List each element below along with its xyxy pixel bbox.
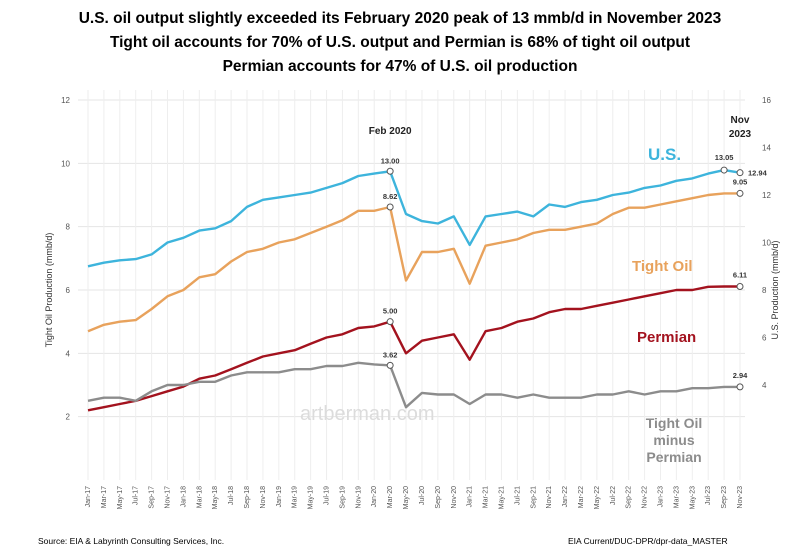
x-tick-label: May-23 xyxy=(689,486,696,509)
annotation-label: Feb 2020 xyxy=(369,126,412,137)
y2-tick-label: 16 xyxy=(762,96,771,105)
x-tick-label: Jul-17 xyxy=(133,486,140,505)
axes: 2 4 6 8 10 12 Jan-17 Mar-17 May-17 Jul-17 Sep-17 No… xyxy=(44,96,780,509)
x-tick-label: Mar-19 xyxy=(292,486,299,508)
data-label: 6.11 xyxy=(733,271,747,280)
y-tick-label: 12 xyxy=(61,96,70,105)
series-name-label: minus xyxy=(653,432,694,448)
x-tick-label: Mar-23 xyxy=(673,486,680,508)
watermark: artberman.com xyxy=(300,403,435,425)
y2-axis-label: U.S. Production (mmb/d) xyxy=(770,240,780,339)
x-tick-label: Jul-20 xyxy=(419,486,426,505)
data-label: 12.94 xyxy=(748,169,768,178)
annotation-label: Nov xyxy=(731,115,750,126)
x-tick-label: Nov-20 xyxy=(451,486,458,509)
series-line-2 xyxy=(87,285,740,412)
y2-tick-label: 10 xyxy=(762,239,771,248)
x-tick-label: May-20 xyxy=(403,486,410,509)
x-tick-label: Mar-21 xyxy=(483,486,490,508)
x-tick-label: Nov-23 xyxy=(737,486,744,509)
series-name-label: Tight Oil xyxy=(646,415,703,431)
data-point-marker xyxy=(386,361,394,369)
source-left: Source: EIA & Labyrinth Consulting Servi… xyxy=(38,536,225,546)
data-label: 13.00 xyxy=(381,156,400,165)
series-name-label: U.S. xyxy=(648,145,681,164)
chart-title-line-2: Tight oil accounts for 70% of U.S. outpu… xyxy=(109,34,691,51)
data-label: 13.05 xyxy=(715,153,734,162)
x-tick-label: Jul-19 xyxy=(324,486,331,505)
series-name-label: Tight Oil xyxy=(632,258,693,275)
data-point-marker xyxy=(386,203,394,211)
x-tick-label: Sep-17 xyxy=(149,486,156,509)
y-tick-label: 8 xyxy=(66,223,71,232)
data-point-marker xyxy=(736,189,744,197)
y2-tick-label: 6 xyxy=(762,334,767,343)
x-tick-label: Jul-21 xyxy=(514,486,521,505)
x-tick-label: Jan-18 xyxy=(180,486,187,508)
x-tick-label: Jan-21 xyxy=(467,486,474,508)
series-line-1 xyxy=(87,192,740,333)
series-line-3 xyxy=(87,361,740,409)
x-tick-label: Sep-20 xyxy=(435,486,442,509)
x-tick-label: Nov-17 xyxy=(165,486,172,509)
data-point-marker xyxy=(720,166,728,174)
y2-tick-label: 14 xyxy=(762,144,771,153)
data-label: 5.00 xyxy=(383,307,398,316)
x-tick-label: Nov-19 xyxy=(355,486,362,509)
labels: 13.00 13.05 12.94 8.62 9.05 5.00 6.11 3.62 2.94 F… xyxy=(369,115,768,465)
data-label: 3.62 xyxy=(383,350,398,359)
series-lines xyxy=(87,168,741,412)
x-tick-label: Sep-22 xyxy=(626,486,633,509)
series-line-0 xyxy=(87,168,741,268)
y-axis-label: Tight Oil Production (mmb/d) xyxy=(44,233,54,348)
x-tick-label: Mar-20 xyxy=(387,486,394,508)
x-tick-label: May-18 xyxy=(212,486,219,509)
data-point-marker xyxy=(736,383,744,391)
x-tick-label: Sep-18 xyxy=(244,486,251,509)
x-tick-label: Mar-18 xyxy=(196,486,203,508)
data-point-marker xyxy=(386,318,394,326)
chart-title-line-1: U.S. oil output slightly exceeded its Fe… xyxy=(78,10,722,27)
x-tick-label: Jul-23 xyxy=(705,486,712,505)
x-tick-label: Jan-23 xyxy=(657,486,664,508)
x-tick-label: Sep-19 xyxy=(339,486,346,509)
x-tick-label: Jul-22 xyxy=(610,486,617,505)
x-tick-label: Nov-18 xyxy=(260,486,267,509)
y2-tick-label: 8 xyxy=(762,286,767,295)
x-tick-label: May-21 xyxy=(498,486,505,509)
x-tick-label: Jan-22 xyxy=(562,486,569,508)
y-tick-label: 10 xyxy=(61,159,70,168)
x-tick-label: Mar-17 xyxy=(101,486,108,508)
y-tick-label: 6 xyxy=(66,286,71,295)
annotation-label: 2023 xyxy=(729,129,752,140)
x-tick-label: Jan-20 xyxy=(371,486,378,508)
x-tick-label: May-19 xyxy=(308,486,315,509)
y2-tick-label: 4 xyxy=(762,381,767,390)
x-tick-label: Jul-18 xyxy=(228,486,235,505)
x-tick-label: Mar-22 xyxy=(578,486,585,508)
source-right: EIA Current/DUC-DPR/dpr-data_MASTER xyxy=(568,536,728,546)
data-point-marker xyxy=(386,167,394,175)
data-label: 2.94 xyxy=(733,371,748,380)
data-point-marker xyxy=(736,169,744,177)
y-tick-label: 2 xyxy=(66,413,71,422)
y2-tick-label: 12 xyxy=(762,191,771,200)
x-tick-label: Nov-22 xyxy=(642,486,649,509)
data-label: 8.62 xyxy=(383,192,398,201)
series-name-label: Permian xyxy=(637,329,696,346)
x-tick-label: Jan-19 xyxy=(276,486,283,508)
x-tick-label: Jan-17 xyxy=(85,486,92,508)
x-tick-label: May-22 xyxy=(594,486,601,509)
data-label: 9.05 xyxy=(733,177,748,186)
grid xyxy=(78,90,745,480)
data-point-marker xyxy=(736,283,744,291)
chart-title-line-3: Permian accounts for 47% of U.S. oil pro… xyxy=(222,58,578,75)
x-tick-label: Nov-21 xyxy=(546,486,553,509)
x-tick-label: Sep-21 xyxy=(530,486,537,509)
x-tick-label: Sep-23 xyxy=(721,486,728,509)
x-tick-label: May-17 xyxy=(117,486,124,509)
y-tick-label: 4 xyxy=(66,349,71,358)
series-name-label: Permian xyxy=(646,449,701,465)
